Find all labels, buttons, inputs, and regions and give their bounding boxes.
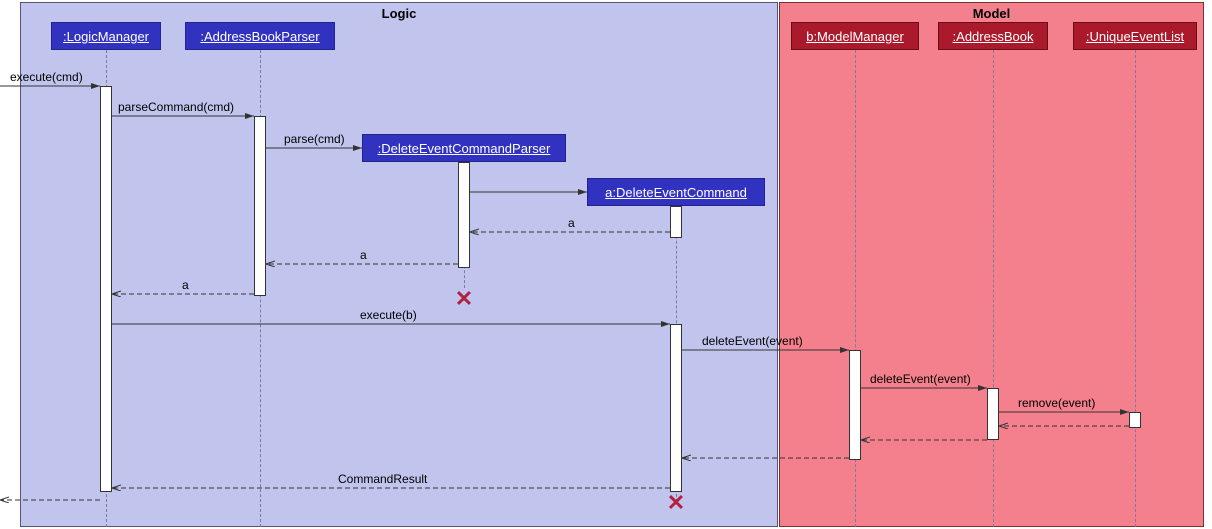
participant-addressBookParser: :AddressBookParser bbox=[185, 22, 335, 50]
message-label-9: deleteEvent(event) bbox=[870, 372, 971, 386]
participant-addressBook: :AddressBook bbox=[938, 22, 1048, 50]
participant-modelManager-label: b:ModelManager bbox=[806, 29, 904, 44]
activation-modelManager-5 bbox=[849, 350, 861, 460]
message-label-8: deleteEvent(event) bbox=[702, 334, 803, 348]
participant-modelManager: b:ModelManager bbox=[791, 22, 919, 50]
message-label-0: execute(cmd) bbox=[10, 70, 83, 84]
message-label-2: parse(cmd) bbox=[284, 132, 345, 146]
lifeline-uniqueEventList bbox=[1135, 50, 1136, 527]
participant-uniqueEventList-label: :UniqueEventList bbox=[1086, 29, 1184, 44]
activation-decParser-2 bbox=[458, 162, 470, 268]
participant-addressBook-label: :AddressBook bbox=[953, 29, 1034, 44]
message-label-4: a bbox=[568, 216, 575, 230]
message-label-14: CommandResult bbox=[338, 472, 427, 486]
activation-decCommand-4 bbox=[670, 324, 682, 492]
lifeline-addressBook bbox=[993, 50, 994, 527]
participant-decCommand-label: a:DeleteEventCommand bbox=[605, 185, 747, 200]
activation-decCommand-3 bbox=[670, 206, 682, 238]
logic-region: Logic bbox=[20, 2, 778, 527]
participant-decParser: :DeleteEventCommandParser bbox=[362, 134, 566, 162]
activation-logicManager-0 bbox=[100, 86, 112, 492]
participant-decParser-label: :DeleteEventCommandParser bbox=[378, 141, 551, 156]
message-label-10: remove(event) bbox=[1018, 396, 1095, 410]
participant-decCommand: a:DeleteEventCommand bbox=[587, 178, 765, 206]
participant-logicManager: :LogicManager bbox=[51, 22, 161, 50]
activation-addressBook-6 bbox=[987, 388, 999, 440]
message-label-1: parseCommand(cmd) bbox=[118, 100, 234, 114]
activation-addressBookParser-1 bbox=[254, 116, 266, 296]
participant-logicManager-label: :LogicManager bbox=[63, 29, 149, 44]
message-label-6: a bbox=[182, 278, 189, 292]
message-label-5: a bbox=[360, 248, 367, 262]
participant-uniqueEventList: :UniqueEventList bbox=[1073, 22, 1197, 50]
model-region: Model bbox=[779, 2, 1204, 527]
logic-region-title: Logic bbox=[382, 6, 417, 21]
activation-uniqueEventList-7 bbox=[1129, 412, 1141, 428]
model-region-title: Model bbox=[973, 6, 1011, 21]
message-label-7: execute(b) bbox=[360, 308, 417, 322]
participant-addressBookParser-label: :AddressBookParser bbox=[200, 29, 319, 44]
